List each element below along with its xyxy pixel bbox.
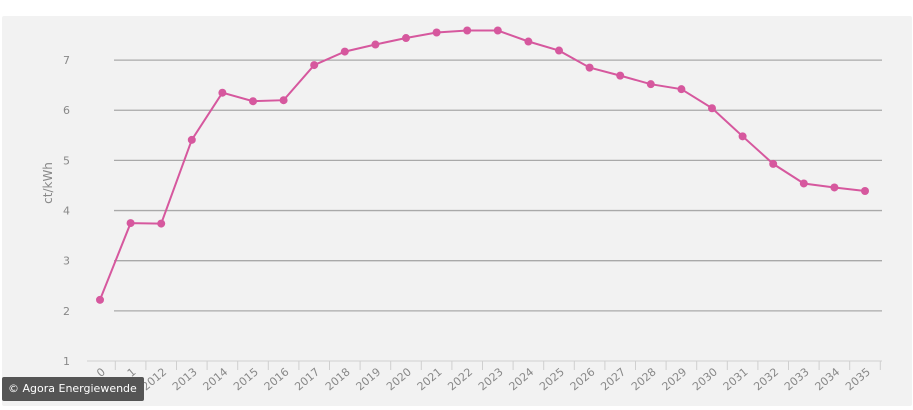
data-point[interactable] (738, 132, 747, 141)
data-point[interactable] (310, 61, 319, 70)
series-line (99, 29, 866, 301)
data-point[interactable] (585, 63, 594, 72)
x-tick-label: 2035 (843, 365, 873, 393)
data-point[interactable] (799, 179, 808, 188)
y-axis-label: ct/kWh (41, 162, 55, 204)
x-tick-label: 2026 (568, 365, 598, 393)
y-tick-label: 2 (63, 305, 70, 318)
data-point[interactable] (340, 47, 349, 56)
data-point[interactable] (708, 104, 716, 113)
x-tick-label: 2025 (537, 365, 567, 393)
x-tick-label: 2033 (782, 365, 812, 393)
credit-label: © Agora Energiewende (2, 377, 144, 401)
x-tick-label: 2021 (415, 365, 445, 393)
x-tick-label: 2016 (262, 365, 292, 393)
x-tick-label: 2023 (476, 365, 506, 393)
x-tick-label: 2029 (660, 365, 690, 393)
data-point[interactable] (126, 219, 135, 228)
x-tick-label: 2018 (323, 365, 353, 393)
data-point[interactable] (861, 186, 869, 195)
x-tick-label: 2028 (629, 365, 659, 393)
x-tick-label: 2019 (354, 365, 384, 393)
data-point[interactable] (616, 71, 625, 80)
x-tick-label: 2022 (445, 365, 475, 393)
y-tick-label: 1 (63, 355, 70, 368)
data-point[interactable] (524, 37, 533, 46)
data-point[interactable] (187, 135, 196, 144)
x-tick-label: 2017 (292, 365, 322, 393)
data-point[interactable] (493, 26, 502, 35)
data-point[interactable] (769, 159, 778, 168)
y-tick-label: 3 (63, 255, 70, 268)
x-tick-label: 2030 (690, 365, 720, 393)
data-point[interactable] (157, 219, 166, 228)
data-point[interactable] (371, 40, 380, 49)
gridlines (87, 59, 882, 362)
x-tick-label: 2034 (813, 365, 843, 393)
chart-panel: 1 2 3 4 5 6 7 0 1 2012 2013 2014 2015 2016 2017 2018 20… (2, 16, 912, 406)
y-tick-label: 6 (63, 104, 70, 117)
series-ct-per-kwh (96, 26, 869, 304)
data-point[interactable] (463, 26, 472, 35)
line-chart: 1 2 3 4 5 6 7 0 1 2012 2013 2014 2015 2016 2017 2018 20… (41, 26, 882, 393)
data-point[interactable] (249, 97, 257, 106)
y-axis-ticks: 1 2 3 4 5 6 7 (63, 54, 70, 368)
y-tick-label: 4 (63, 205, 70, 218)
x-tick-label: 2032 (751, 365, 781, 393)
y-tick-label: 7 (63, 54, 70, 67)
y-tick-label: 5 (63, 154, 70, 167)
x-tick-label: 2031 (721, 365, 751, 393)
data-point[interactable] (96, 295, 104, 304)
data-point[interactable] (830, 183, 839, 192)
x-tick-label: 2013 (170, 365, 200, 393)
x-tick-label: 2020 (384, 365, 414, 393)
x-axis-ticks: 0 1 2012 2013 2014 2015 2016 2017 2018 2019 2020 20… (94, 361, 881, 393)
data-point[interactable] (646, 80, 655, 89)
data-point[interactable] (279, 96, 288, 105)
data-point[interactable] (218, 88, 227, 97)
data-point[interactable] (402, 34, 410, 43)
x-tick-label: 2014 (201, 365, 231, 393)
x-tick-label: 2027 (598, 365, 628, 393)
data-point[interactable] (555, 46, 563, 55)
data-point[interactable] (677, 85, 686, 94)
x-tick-label: 2015 (231, 365, 261, 393)
data-point[interactable] (432, 28, 441, 37)
x-tick-label: 2024 (507, 365, 537, 393)
